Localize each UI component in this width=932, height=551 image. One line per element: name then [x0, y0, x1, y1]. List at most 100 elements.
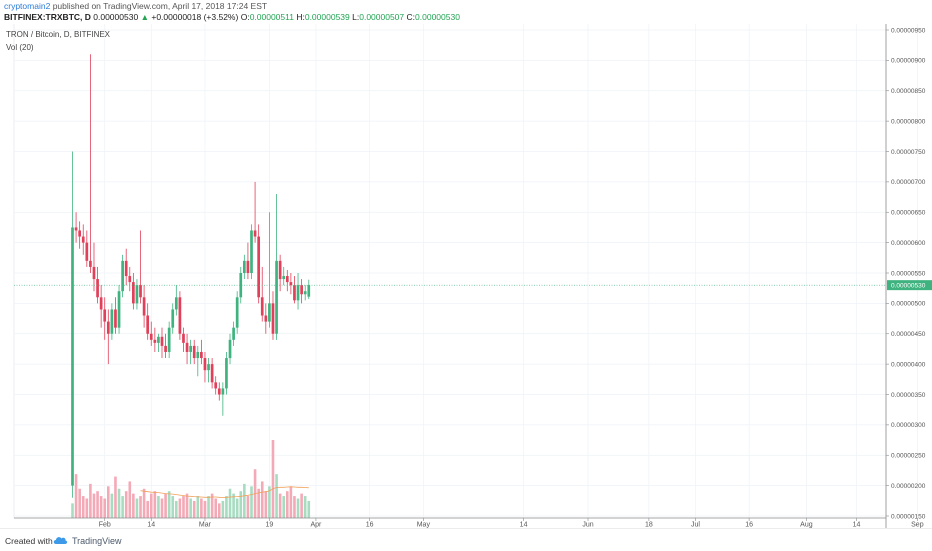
candle[interactable]	[196, 345, 200, 377]
candle[interactable]	[289, 273, 293, 295]
volume-bar	[121, 496, 124, 518]
candle[interactable]	[182, 327, 185, 352]
candle[interactable]	[149, 321, 153, 346]
candle[interactable]	[207, 358, 210, 383]
candle[interactable]	[128, 266, 132, 292]
candle[interactable]	[106, 309, 110, 365]
volume-bar	[200, 498, 203, 518]
candle[interactable]	[264, 303, 268, 334]
candle[interactable]	[232, 321, 235, 346]
candle[interactable]	[242, 254, 246, 280]
candle[interactable]	[139, 230, 142, 304]
candle[interactable]	[153, 327, 157, 352]
author-link[interactable]: cryptomain2	[4, 1, 51, 11]
candle[interactable]	[132, 273, 135, 310]
candle[interactable]	[271, 291, 275, 340]
candlesticks[interactable]	[71, 54, 311, 498]
candle-body	[81, 236, 85, 243]
candle[interactable]	[221, 382, 225, 416]
candle-body	[121, 260, 124, 292]
candle[interactable]	[81, 224, 85, 255]
candle-body	[307, 285, 311, 297]
candle[interactable]	[99, 285, 103, 328]
x-tick-label: 14	[853, 522, 861, 529]
candle[interactable]	[117, 285, 121, 334]
candle[interactable]	[192, 339, 196, 365]
candle[interactable]	[164, 333, 167, 359]
candle[interactable]	[260, 266, 264, 322]
candle[interactable]	[278, 254, 282, 292]
time-axis[interactable]: Feb 14 Mar 19 Apr 16 May 14 Jun 18 Jul 16 Aug 14 Sep	[14, 517, 924, 529]
candle[interactable]	[114, 297, 117, 334]
candle[interactable]	[121, 254, 124, 298]
volume-bar	[185, 493, 189, 518]
volume-bar	[250, 486, 253, 518]
candle[interactable]	[92, 242, 96, 292]
candle[interactable]	[146, 303, 150, 340]
candle[interactable]	[210, 358, 214, 389]
candle[interactable]	[257, 224, 261, 304]
volume-ma-line	[140, 486, 309, 498]
candle[interactable]	[110, 303, 114, 340]
x-tick-label: Jul	[691, 522, 700, 529]
candle[interactable]	[275, 194, 278, 340]
candle[interactable]	[89, 54, 92, 273]
x-tick-label: Aug	[800, 522, 813, 529]
volume-bar	[132, 493, 135, 518]
candle[interactable]	[217, 382, 221, 401]
candle[interactable]	[225, 351, 228, 395]
candle[interactable]	[124, 248, 128, 286]
x-tick-label: Sep	[911, 522, 924, 529]
candle[interactable]	[293, 276, 296, 304]
candle[interactable]	[189, 339, 192, 365]
publish-info: cryptomain2 published on TradingView.com…	[4, 1, 267, 12]
candle[interactable]	[253, 181, 257, 243]
candle[interactable]	[178, 291, 182, 340]
volume-legend[interactable]: Vol (20)	[6, 43, 34, 52]
candle[interactable]	[78, 221, 82, 249]
candle[interactable]	[74, 212, 78, 243]
tradingview-brand[interactable]: TradingView	[72, 536, 122, 546]
price-change: +0.00000018 (+3.52%)	[151, 12, 239, 22]
x-tick-label: 19	[266, 522, 274, 529]
candle[interactable]	[282, 266, 286, 286]
candle[interactable]	[174, 285, 178, 316]
candle[interactable]	[246, 242, 250, 280]
volume-bar	[149, 493, 153, 518]
candle[interactable]	[296, 273, 300, 310]
candle[interactable]	[85, 230, 89, 267]
candle[interactable]	[235, 291, 239, 334]
candle[interactable]	[135, 279, 139, 310]
candle[interactable]	[285, 269, 289, 292]
candle[interactable]	[228, 333, 232, 365]
candle[interactable]	[103, 297, 107, 340]
volume-bar	[203, 500, 207, 518]
volume-bar	[196, 496, 200, 518]
price-chart[interactable]: 0.00000950 0.00000900 0.00000850 0.00000800…	[0, 24, 932, 528]
candle[interactable]	[250, 224, 253, 280]
volume-bar	[268, 486, 271, 518]
candle[interactable]	[71, 151, 74, 498]
candle[interactable]	[239, 266, 243, 304]
candle[interactable]	[303, 285, 307, 301]
candle[interactable]	[185, 333, 189, 365]
candle[interactable]	[142, 285, 146, 328]
volume-bar	[157, 496, 160, 518]
volume-bar	[192, 500, 196, 518]
candle[interactable]	[171, 303, 175, 334]
candle[interactable]	[96, 266, 99, 304]
candle[interactable]	[200, 339, 203, 365]
candle[interactable]	[160, 327, 164, 359]
price-label-text: 0.00000530	[891, 282, 926, 289]
candle[interactable]	[167, 321, 171, 359]
candle[interactable]	[268, 212, 271, 328]
candle[interactable]	[307, 279, 311, 300]
series-legend[interactable]: TRON / Bitcoin, D, BITFINEX	[6, 30, 111, 39]
candle[interactable]	[157, 333, 160, 352]
candle-body	[203, 358, 207, 371]
candle[interactable]	[214, 376, 218, 395]
candle[interactable]	[300, 279, 303, 304]
price-axis[interactable]: 0.00000950 0.00000900 0.00000850 0.00000800…	[885, 24, 932, 528]
volume-bar	[139, 496, 142, 518]
candle[interactable]	[203, 351, 207, 383]
